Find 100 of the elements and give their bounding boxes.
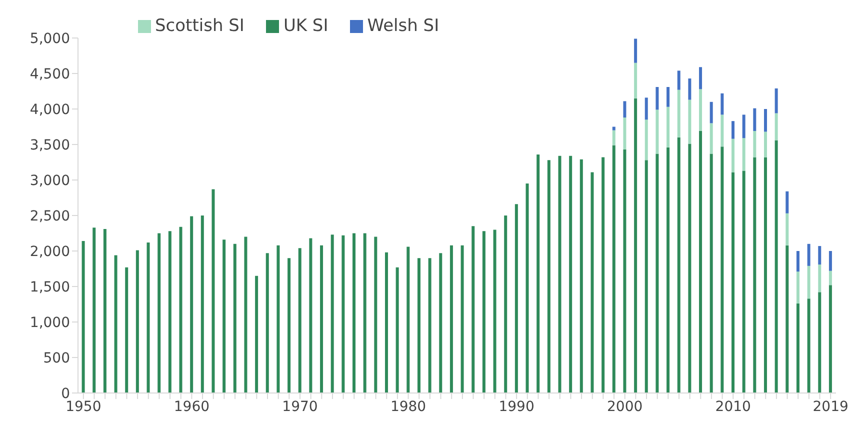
bar	[493, 230, 496, 393]
bar	[710, 123, 713, 154]
bar	[786, 245, 789, 393]
bar	[688, 78, 692, 100]
x-tick-label: 2000	[607, 398, 643, 415]
bar	[688, 100, 692, 144]
bar	[396, 267, 399, 393]
x-tick-label: 1970	[282, 398, 318, 415]
bar	[623, 101, 626, 118]
bar	[753, 131, 756, 158]
bar	[612, 126, 616, 130]
bar	[818, 246, 822, 264]
bar	[92, 228, 96, 393]
bar	[623, 149, 626, 393]
legend-label: Scottish SI	[155, 16, 244, 36]
bar	[200, 216, 204, 393]
bar	[179, 226, 182, 393]
bar	[818, 292, 822, 393]
bar	[547, 160, 550, 393]
bar	[732, 121, 735, 139]
bar	[666, 106, 670, 148]
bar	[753, 108, 756, 132]
bar	[536, 154, 540, 393]
bar	[320, 245, 324, 393]
y-tick-label: 2,000	[30, 244, 70, 260]
bar	[828, 251, 832, 271]
x-tick-label: 1980	[390, 398, 426, 415]
bar	[699, 67, 702, 90]
bar	[146, 242, 150, 393]
y-tick-label: 1,500	[30, 279, 70, 296]
bar	[807, 266, 810, 299]
bar	[786, 191, 789, 214]
bar	[233, 244, 236, 393]
bar	[644, 120, 648, 160]
bar	[580, 159, 583, 393]
bar	[710, 154, 713, 393]
y-tick-label: 3,000	[30, 172, 70, 189]
bar	[266, 253, 269, 393]
bar	[742, 138, 746, 171]
legend-label: Welsh SI	[367, 16, 440, 36]
bar	[732, 172, 735, 393]
bar	[677, 70, 680, 90]
y-tick-label: 3,500	[30, 137, 70, 154]
bar	[764, 157, 767, 393]
bar	[602, 157, 605, 393]
bar	[136, 250, 139, 393]
bar	[818, 264, 822, 292]
bar	[255, 276, 258, 393]
x-tick-label: 2010	[715, 398, 751, 415]
bar	[634, 98, 638, 393]
bar	[796, 304, 800, 393]
y-tick-label: 5,000	[30, 30, 70, 47]
x-tick-label: 1990	[498, 398, 534, 415]
bar	[158, 233, 161, 393]
x-tick-label: 2019	[812, 398, 848, 415]
bar	[644, 160, 648, 393]
y-tick-label: 500	[43, 350, 70, 366]
bar	[720, 114, 724, 147]
bar	[634, 62, 638, 98]
bar	[666, 86, 670, 107]
y-tick-label: 4,000	[30, 102, 70, 118]
bar	[103, 228, 106, 393]
bar	[288, 258, 291, 393]
legend-label: UK SI	[283, 16, 328, 36]
bar	[774, 140, 778, 393]
bar	[720, 146, 724, 393]
bar	[634, 38, 638, 63]
bar	[764, 132, 767, 158]
bar	[569, 156, 572, 393]
bar	[764, 109, 767, 132]
bar	[796, 272, 800, 304]
bar	[222, 240, 226, 393]
bar	[656, 86, 659, 110]
bar	[774, 88, 778, 114]
bar	[699, 131, 702, 393]
bar	[342, 235, 345, 393]
bar	[710, 102, 713, 124]
bar	[460, 245, 464, 393]
bar	[796, 251, 800, 272]
bar	[688, 144, 692, 393]
bar	[828, 285, 832, 393]
bar	[309, 238, 312, 393]
bar	[677, 137, 680, 393]
bar	[439, 253, 442, 393]
bar	[82, 241, 85, 393]
bar	[450, 245, 453, 393]
bar	[472, 226, 475, 393]
bar	[732, 138, 735, 172]
bar	[742, 170, 746, 393]
y-tick-label: 4,500	[30, 66, 70, 82]
bar	[807, 298, 810, 393]
bar	[774, 113, 778, 140]
bar	[276, 245, 280, 393]
bar	[612, 130, 616, 146]
bar	[656, 154, 659, 393]
bar	[352, 233, 356, 393]
x-tick-label: 1960	[174, 398, 210, 415]
bar	[786, 213, 789, 246]
bar	[190, 216, 194, 393]
bar	[504, 216, 508, 393]
